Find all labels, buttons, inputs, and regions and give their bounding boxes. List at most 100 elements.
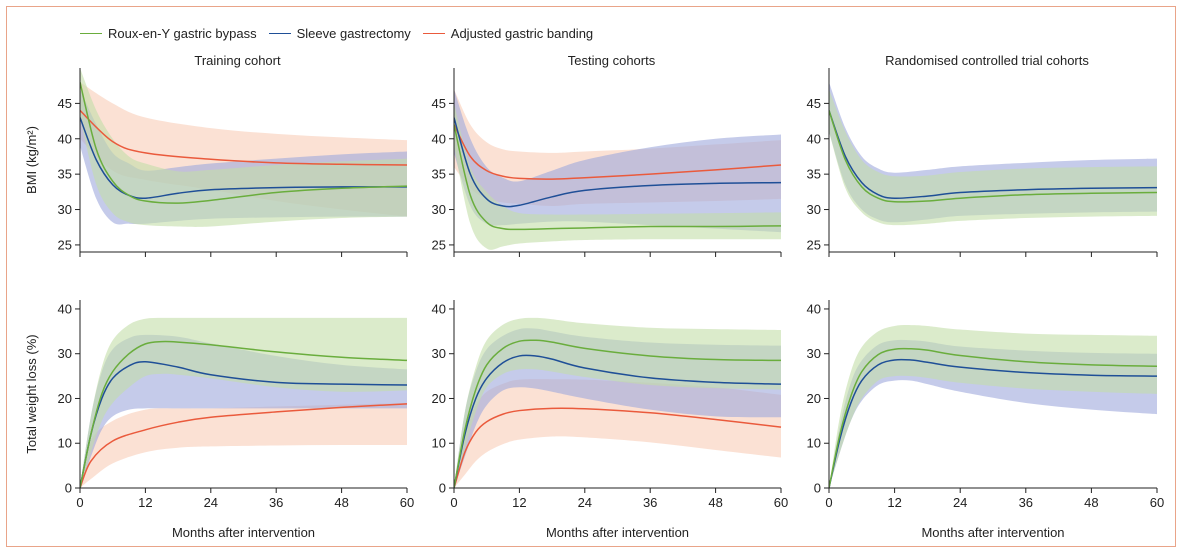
chart-top-right-ytick-label: 40 — [807, 131, 821, 146]
chart-top-middle-band-sleeve — [454, 89, 781, 233]
chart-bottom-right-xlabel: Months after intervention — [921, 525, 1064, 540]
chart-top-left-ytick-label: 40 — [58, 131, 72, 146]
chart-bottom-left-plot-area — [80, 317, 408, 489]
legend-swatch-band — [422, 32, 445, 34]
chart-bottom-right-band-rygb — [829, 325, 1157, 488]
chart-top-right-plot-area — [829, 82, 1158, 226]
chart-top-left-ylabel: BMI (kg/m²) — [24, 126, 39, 194]
chart-bottom-middle-line-band — [454, 407, 782, 489]
chart-top-left-line-band — [80, 109, 408, 166]
chart-top-left-ytick-label: 35 — [58, 167, 72, 182]
chart-bottom-right-line-rygb — [829, 347, 1158, 489]
chart-bottom-left-xtick-label: 24 — [204, 495, 218, 510]
legend-swatch-sleeve — [268, 32, 291, 34]
chart-bottom-left-xtick-label: 48 — [334, 495, 348, 510]
legend-item-rygb: Roux-en-Y gastric bypass — [80, 26, 257, 41]
chart-bottom-middle-ytick-label: 10 — [432, 436, 446, 451]
chart-bottom-middle-ytick-label: 40 — [432, 301, 446, 316]
legend: Roux-en-Y gastric bypass Sleeve gastrecto… — [80, 24, 605, 42]
chart-bottom-middle-xtick-label: 24 — [578, 495, 592, 510]
chart-top-middle-line-sleeve — [454, 117, 782, 208]
chart-bottom-right-xtick-label: 60 — [1150, 495, 1164, 510]
chart-top-right-ytick-label: 25 — [807, 237, 821, 252]
chart-top-right-band-rygb — [829, 89, 1157, 226]
chart-bottom-left-xtick-label: 0 — [76, 495, 83, 510]
chart-top-middle-ytick-label: 45 — [432, 96, 446, 111]
chart-bottom-left: 0 10 20 30 40 0 12 24 36 48 60 Months after interve… — [24, 300, 414, 540]
chart-bottom-left-line-sleeve — [80, 361, 408, 489]
chart-bottom-middle-xlabel: Months after intervention — [546, 525, 689, 540]
chart-bottom-left-band-band — [80, 402, 407, 488]
chart-top-left-ytick-label: 30 — [58, 202, 72, 217]
chart-bottom-left-ylabel: Total weight loss (%) — [24, 334, 39, 453]
chart-top-left-line-rygb — [80, 81, 408, 204]
chart-bottom-middle-xtick-label: 36 — [643, 495, 657, 510]
chart-top-middle-line-rygb — [454, 124, 782, 231]
chart-top-right-ytick-label: 30 — [807, 202, 821, 217]
chart-top-middle-plot-area — [454, 89, 782, 250]
chart-bottom-right-ytick-label: 0 — [814, 481, 821, 496]
chart-top-middle-title: Testing cohorts — [568, 53, 656, 68]
chart-bottom-left-ytick-label: 40 — [58, 301, 72, 316]
chart-top-middle-ytick-label: 35 — [432, 167, 446, 182]
chart-top-left-title: Training cohort — [194, 53, 281, 68]
chart-bottom-left-line-band — [80, 403, 408, 489]
chart-bottom-left-band-rygb — [80, 317, 407, 488]
legend-item-sleeve: Sleeve gastrectomy — [268, 25, 411, 41]
chart-bottom-middle: 0 10 20 30 40 0 12 24 36 48 60 Months after interve… — [432, 300, 788, 540]
chart-bottom-left-xtick-label: 12 — [138, 495, 152, 510]
chart-top-right-line-sleeve — [829, 110, 1158, 199]
chart-bottom-left-ytick-label: 30 — [58, 346, 72, 361]
figure-frame — [6, 6, 1176, 547]
chart-top-right-ytick-label: 45 — [807, 96, 821, 111]
chart-top-right-title: Randomised controlled trial cohorts — [885, 53, 1089, 68]
chart-bottom-left-ytick-label: 20 — [58, 391, 72, 406]
chart-bottom-right-xtick-label: 36 — [1019, 495, 1033, 510]
chart-top-right-ytick-label: 35 — [807, 167, 821, 182]
chart-bottom-middle-xtick-label: 60 — [774, 495, 788, 510]
chart-bottom-middle-line-rygb — [454, 339, 782, 489]
chart-top-middle-ytick-label: 40 — [432, 131, 446, 146]
chart-bottom-left-xtick-label: 36 — [269, 495, 283, 510]
chart-bottom-right: 0 10 20 30 40 0 12 24 36 48 60 Months after interve… — [807, 300, 1164, 540]
legend-label-band: Adjusted gastric banding — [450, 25, 594, 41]
chart-bottom-middle-line-sleeve — [454, 354, 782, 489]
chart-bottom-middle-ytick-label: 20 — [432, 391, 446, 406]
chart-top-left-plot-area — [80, 68, 408, 227]
chart-bottom-right-ytick-label: 10 — [807, 436, 821, 451]
chart-bottom-right-ytick-label: 20 — [807, 391, 821, 406]
chart-bottom-left-line-rygb — [80, 340, 408, 489]
chart-bottom-left-xlabel: Months after intervention — [172, 525, 315, 540]
chart-top-left-ytick-label: 25 — [58, 237, 72, 252]
chart-bottom-right-xtick-label: 12 — [887, 495, 901, 510]
chart-top-left: 25 30 35 40 45 Training cohort BMI (kg/m²) — [24, 53, 408, 257]
chart-bottom-middle-plot-area — [454, 317, 782, 489]
chart-top-middle-ytick-label: 30 — [432, 202, 446, 217]
chart-bottom-middle-ytick-label: 0 — [439, 481, 446, 496]
chart-bottom-middle-xtick-label: 48 — [708, 495, 722, 510]
chart-top-left-ytick-label: 45 — [58, 96, 72, 111]
chart-top-middle-band-rygb — [454, 103, 781, 250]
chart-top-right-line-rygb — [829, 110, 1158, 203]
legend-label-rygb: Roux-en-Y gastric bypass — [108, 25, 257, 41]
legend-swatch-rygb — [80, 32, 102, 34]
chart-top-middle: 25 30 35 40 45 Testing cohorts — [432, 53, 782, 257]
chart-top-middle-ytick-label: 25 — [432, 237, 446, 252]
chart-top-right: 25 30 35 40 45 Randomised controlled trial co… — [807, 53, 1158, 257]
chart-bottom-left-ytick-label: 0 — [65, 481, 72, 496]
chart-bottom-middle-xtick-label: 12 — [512, 495, 526, 510]
chart-bottom-left-ytick-label: 10 — [58, 436, 72, 451]
chart-top-middle-line-band — [454, 124, 782, 180]
legend-label-sleeve: Sleeve gastrectomy — [296, 25, 411, 41]
chart-bottom-right-ytick-label: 30 — [807, 346, 821, 361]
chart-bottom-left-xtick-label: 60 — [400, 495, 414, 510]
chart-bottom-right-xtick-label: 0 — [825, 495, 832, 510]
chart-bottom-right-xtick-label: 24 — [953, 495, 967, 510]
chart-bottom-right-line-sleeve — [829, 358, 1158, 489]
chart-bottom-middle-ytick-label: 30 — [432, 346, 446, 361]
chart-bottom-right-ytick-label: 40 — [807, 301, 821, 316]
legend-item-band: Adjusted gastric banding — [422, 25, 594, 41]
chart-bottom-right-plot-area — [829, 325, 1158, 489]
chart-bottom-right-xtick-label: 48 — [1084, 495, 1098, 510]
